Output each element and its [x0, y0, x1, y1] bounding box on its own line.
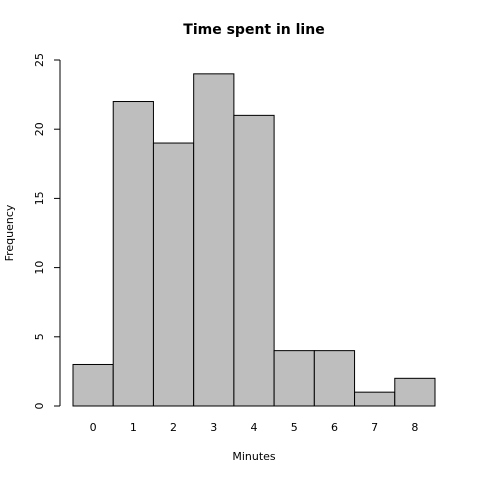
- y-axis-label: Frequency: [3, 204, 16, 261]
- bar: [354, 391, 396, 407]
- bar: [313, 350, 356, 407]
- bar: [193, 73, 235, 407]
- x-tick-label: 5: [291, 421, 298, 434]
- x-tick-label: 4: [251, 421, 258, 434]
- bar: [394, 377, 436, 407]
- y-tick-label: 25: [33, 53, 46, 67]
- bar: [112, 101, 154, 407]
- x-tick-label: 3: [210, 421, 217, 434]
- bar: [72, 363, 114, 407]
- chart-title: Time spent in line: [183, 22, 324, 38]
- x-tick-label: 8: [411, 421, 418, 434]
- bar: [152, 142, 195, 407]
- x-axis-label: Minutes: [232, 450, 276, 463]
- y-tick-label: 5: [33, 333, 46, 340]
- y-tick-label: 15: [33, 191, 46, 205]
- y-tick-label: 10: [33, 261, 46, 275]
- x-tick-label: 2: [170, 421, 177, 434]
- y-tick-label: 20: [33, 122, 46, 136]
- x-tick-label: 0: [90, 421, 97, 434]
- x-tick-label: 6: [331, 421, 338, 434]
- x-tick-label: 7: [371, 421, 378, 434]
- x-tick-label: 1: [130, 421, 137, 434]
- y-tick-label: 0: [33, 403, 46, 410]
- bar: [233, 114, 275, 407]
- bar: [273, 350, 315, 407]
